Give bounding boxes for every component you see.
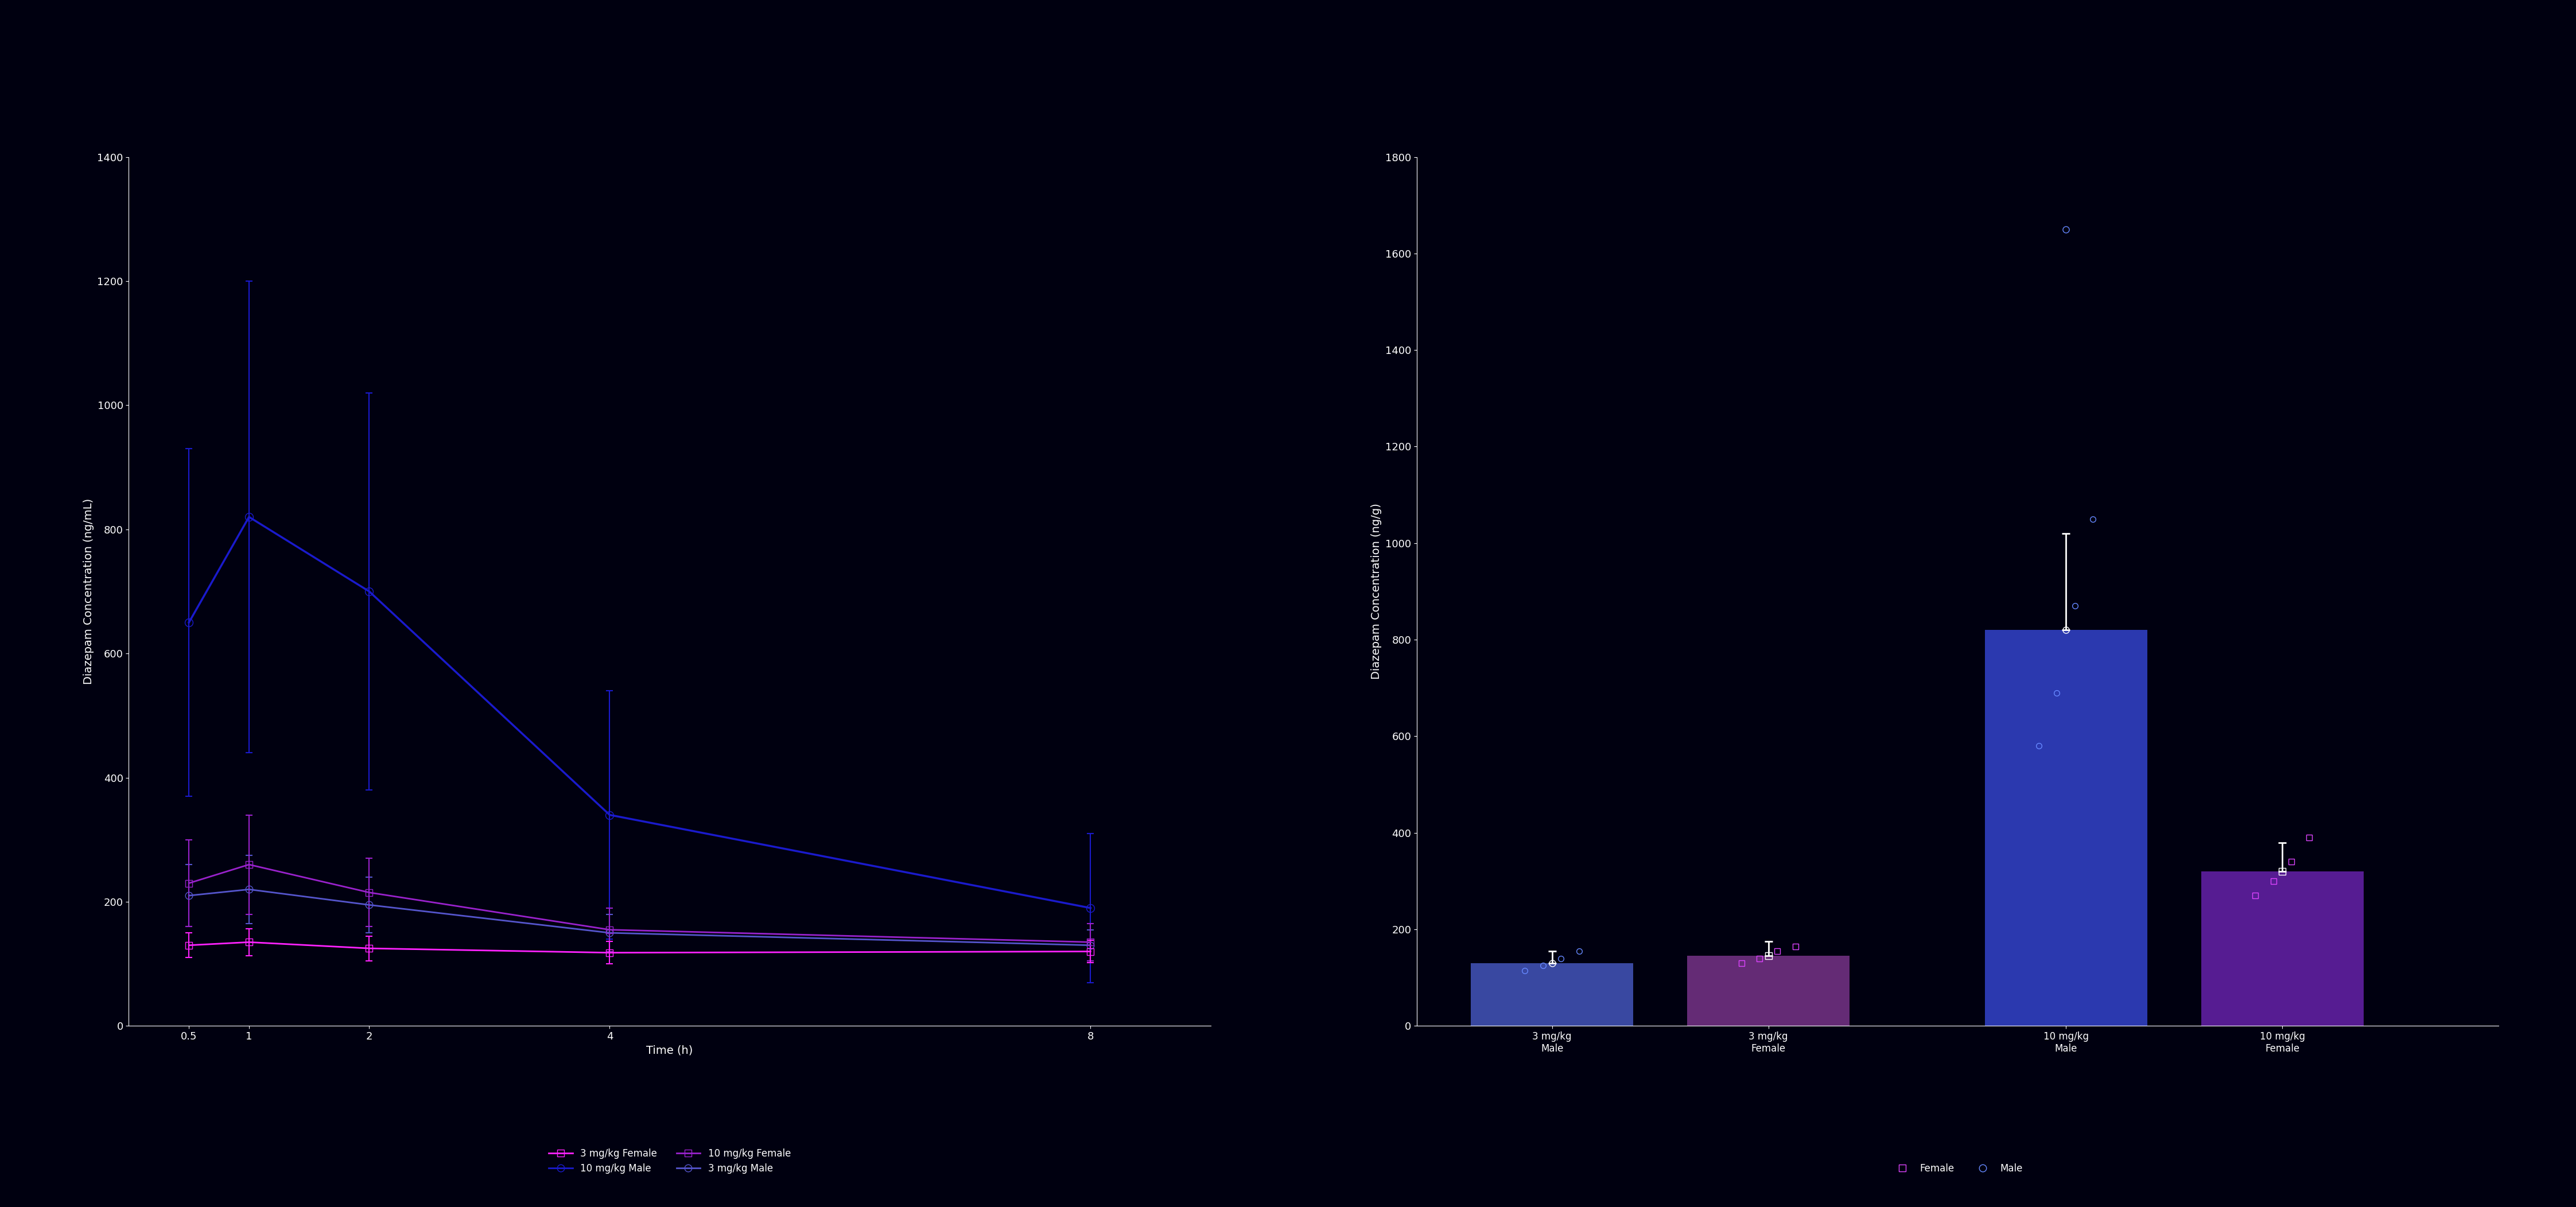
Y-axis label: Diazepam Concentration (ng/g): Diazepam Concentration (ng/g): [1370, 503, 1381, 680]
Legend: Female, Male: Female, Male: [1888, 1160, 2027, 1178]
X-axis label: Time (h): Time (h): [647, 1045, 693, 1056]
Bar: [1986, 630, 2148, 1026]
Bar: [1471, 963, 1633, 1026]
Legend: 3 mg/kg Female, 10 mg/kg Male, 10 mg/kg Female, 3 mg/kg Male: 3 mg/kg Female, 10 mg/kg Male, 10 mg/kg …: [546, 1144, 793, 1178]
Bar: [1687, 956, 1850, 1026]
Y-axis label: Diazepam Concentration (ng/mL): Diazepam Concentration (ng/mL): [82, 498, 93, 684]
Bar: [2202, 871, 2365, 1026]
